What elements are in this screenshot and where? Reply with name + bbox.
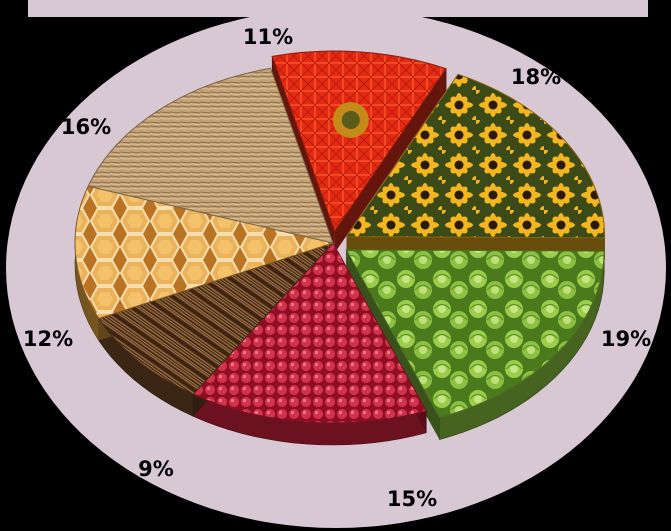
pie-slices bbox=[74, 50, 606, 424]
slice-label-green-lettuce: 19% bbox=[601, 327, 651, 351]
pie-slice-dry-wheat-field bbox=[87, 67, 334, 244]
pie-slice-yellow-black-eyed-susans bbox=[345, 73, 606, 239]
slice-label-red-gerbera-flower: 11% bbox=[243, 25, 293, 49]
gerbera-eye bbox=[341, 111, 360, 129]
slice-label-brown-wood-fibers: 9% bbox=[138, 457, 174, 481]
slice-label-raspberries: 15% bbox=[387, 487, 437, 511]
pie-slice-red-gerbera-flower bbox=[271, 50, 447, 233]
pie-slice-honeycomb bbox=[74, 185, 335, 320]
slice-label-yellow-black-eyed-susans: 18% bbox=[511, 65, 561, 89]
slice-label-honeycomb: 12% bbox=[23, 327, 73, 351]
pie-slice-wall-red-gerbera-flower-1 bbox=[334, 68, 447, 254]
pie-slice-green-lettuce bbox=[345, 249, 605, 419]
pie-labels: 11% 18% 19% 15% 9% 12% 16% bbox=[23, 25, 651, 511]
pie-slice-brown-wood-fibers bbox=[98, 241, 335, 395]
slice-label-dry-wheat-field: 16% bbox=[61, 115, 111, 139]
pie-slice-raspberries bbox=[192, 242, 428, 424]
title-banner bbox=[28, 0, 648, 17]
